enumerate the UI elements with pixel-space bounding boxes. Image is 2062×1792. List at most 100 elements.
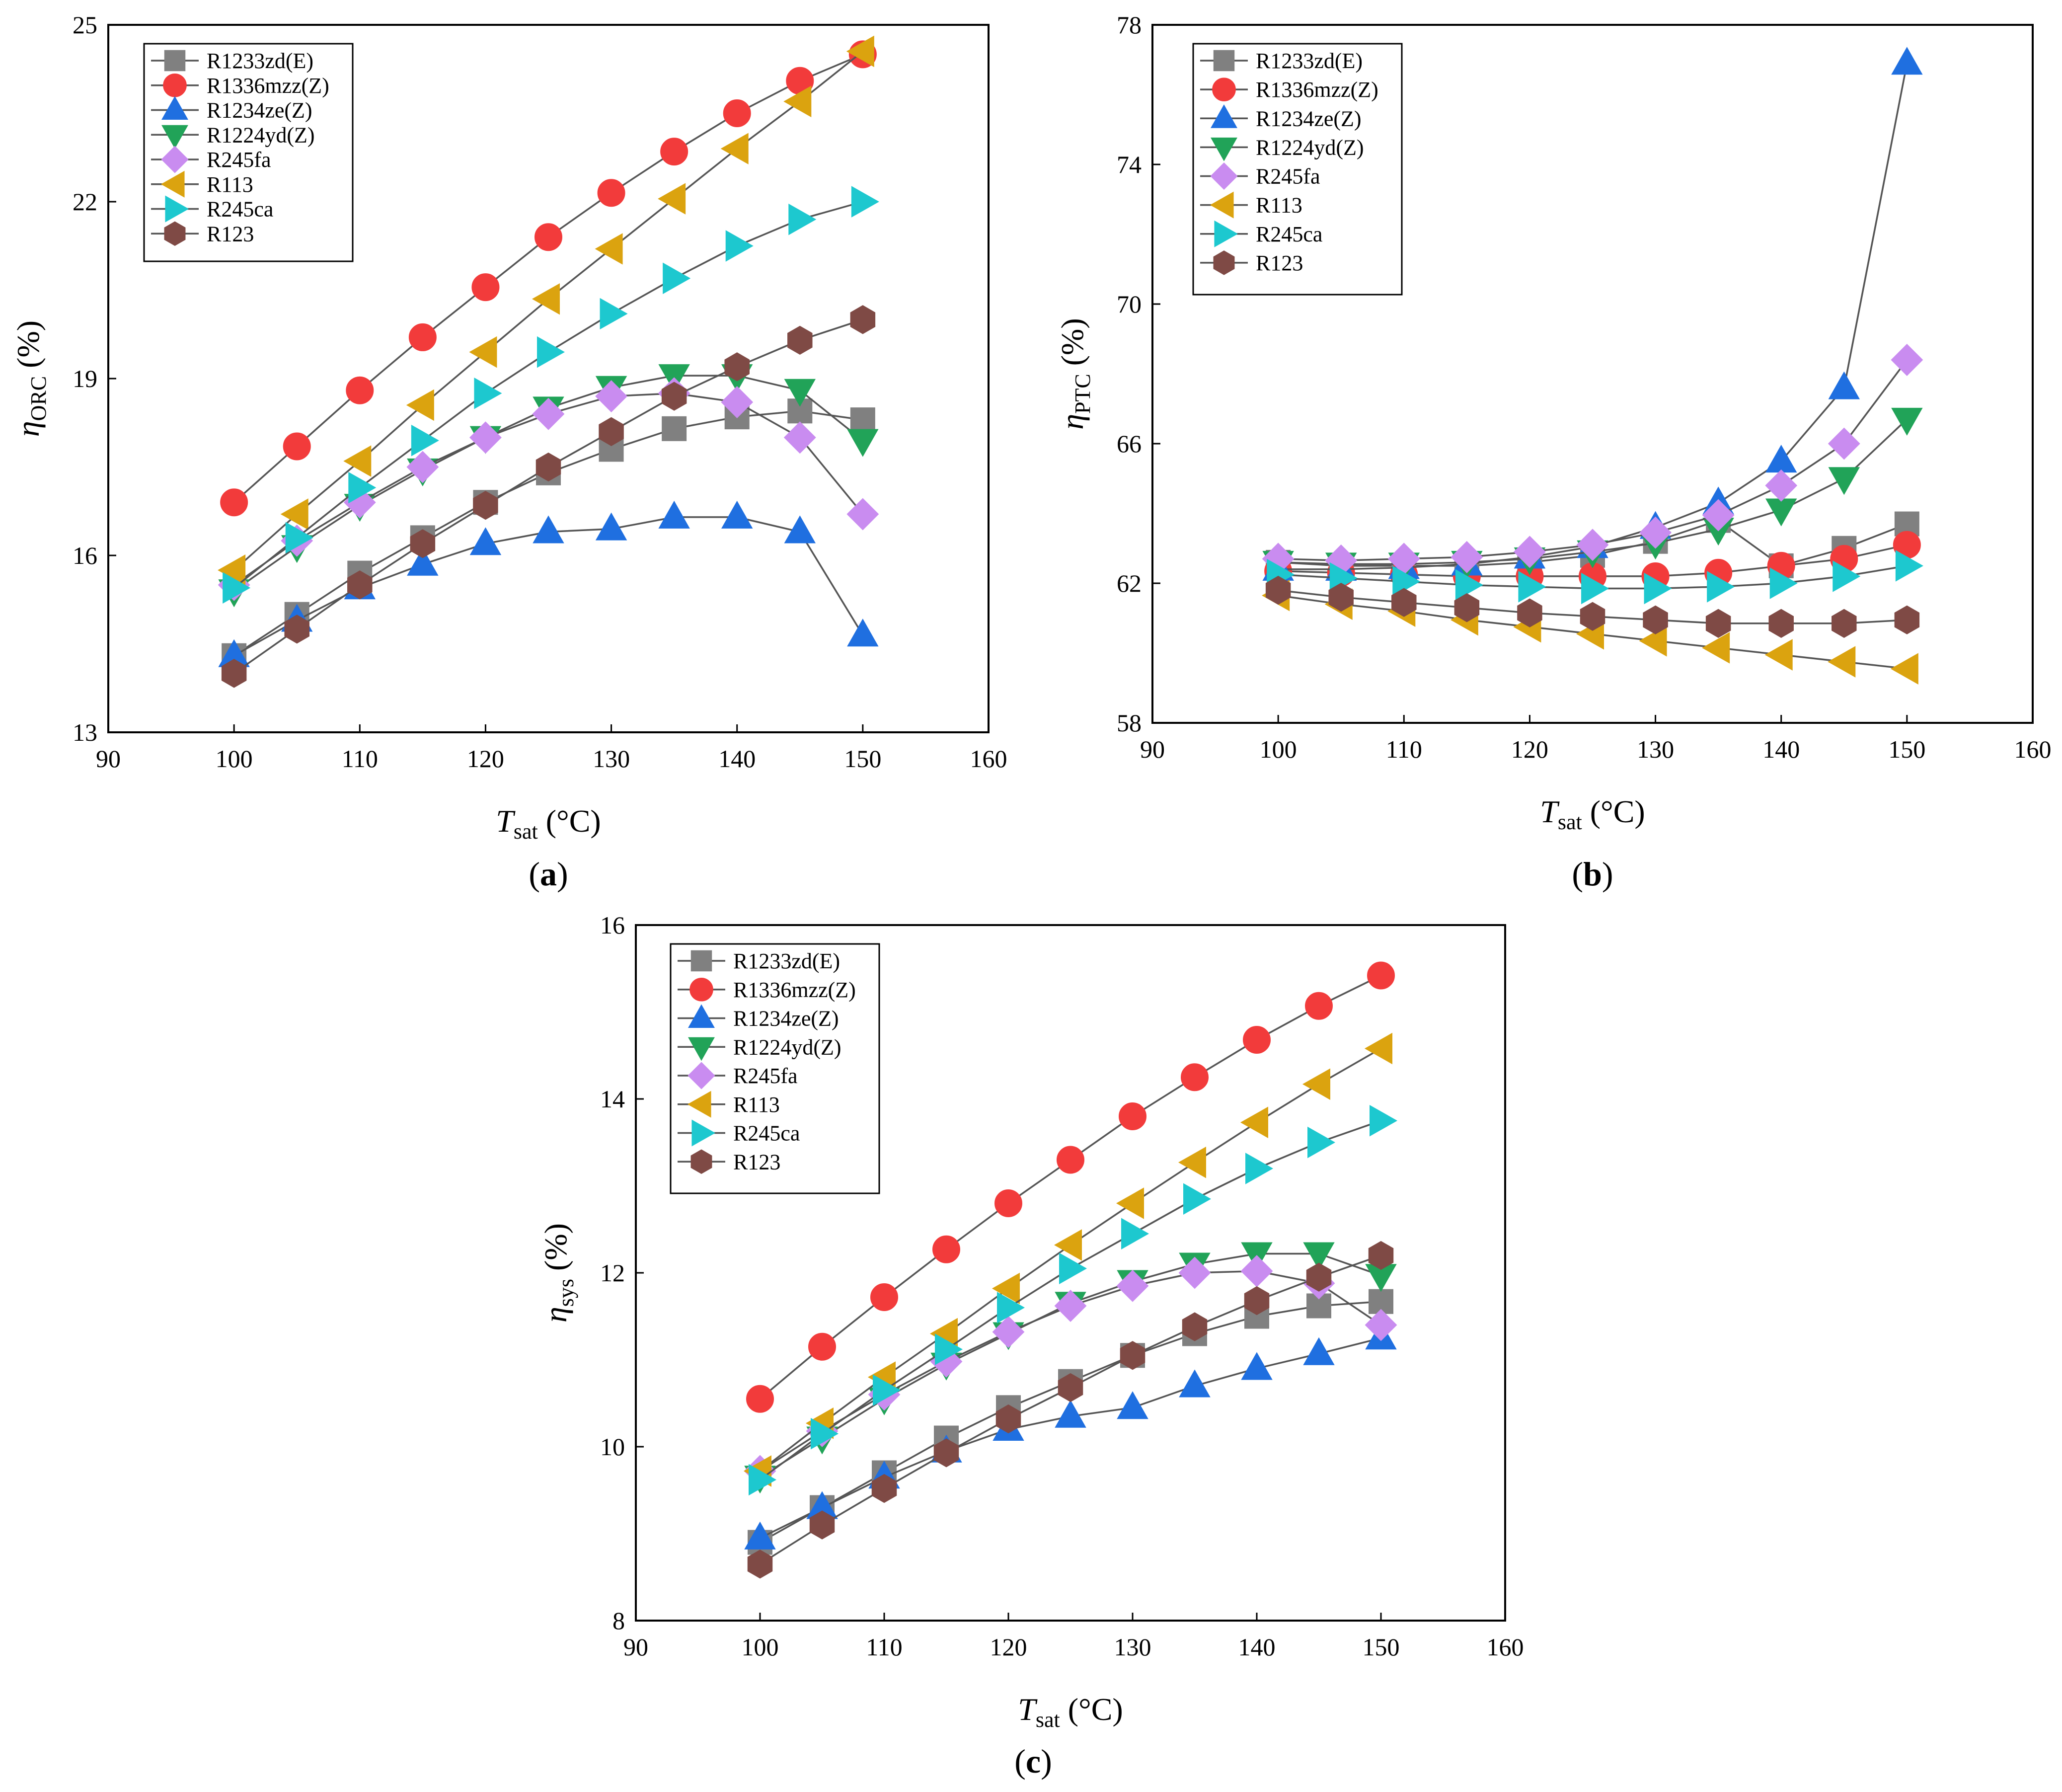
y-tick-label: 25 xyxy=(73,11,97,39)
data-point xyxy=(535,223,562,251)
data-point xyxy=(533,515,564,544)
data-point xyxy=(1364,1032,1392,1065)
x-tick-label: 90 xyxy=(1140,735,1165,763)
data-point xyxy=(783,85,812,117)
data-point xyxy=(1054,1290,1087,1322)
data-point xyxy=(1391,588,1417,617)
data-point xyxy=(997,1292,1025,1324)
data-point xyxy=(1303,1242,1335,1270)
data-point xyxy=(1243,1026,1271,1054)
data-point xyxy=(850,305,876,334)
legend-marker xyxy=(1213,250,1235,275)
data-point xyxy=(1307,1126,1336,1159)
data-point xyxy=(1054,1229,1082,1261)
data-point xyxy=(1833,560,1861,592)
data-point xyxy=(746,1385,774,1413)
legend-marker xyxy=(1213,50,1235,72)
data-point xyxy=(221,659,247,688)
x-tick-label: 120 xyxy=(1511,735,1548,763)
data-point xyxy=(473,490,498,520)
y-tick-label: 16 xyxy=(73,542,97,569)
data-point xyxy=(1116,1269,1149,1302)
data-point xyxy=(809,1510,835,1540)
data-point xyxy=(1514,536,1546,568)
data-point xyxy=(658,183,686,215)
x-tick-label: 160 xyxy=(970,745,1007,773)
data-point xyxy=(1121,1218,1149,1249)
data-point xyxy=(595,380,627,413)
x-tick-label: 160 xyxy=(1487,1633,1524,1661)
data-point xyxy=(662,416,687,441)
data-point xyxy=(721,386,754,418)
x-tick-label: 100 xyxy=(216,745,253,773)
data-point xyxy=(599,417,624,446)
y-tick-label: 70 xyxy=(1117,290,1142,318)
y-tick-label: 10 xyxy=(600,1433,625,1461)
legend-marker xyxy=(164,221,186,246)
data-point xyxy=(1828,427,1860,460)
data-point xyxy=(1183,1183,1212,1215)
data-point xyxy=(1707,571,1735,603)
data-point xyxy=(535,452,561,482)
legend-entry: R245ca xyxy=(1256,222,1322,246)
data-point xyxy=(725,230,754,262)
x-axis-title: Tsat (°C) xyxy=(496,803,601,844)
data-point xyxy=(348,471,377,504)
data-point xyxy=(1367,961,1395,990)
panel-label: (a) xyxy=(529,855,568,893)
series-R113 xyxy=(218,35,874,586)
legend-entry: R1234ze(Z) xyxy=(733,1007,839,1031)
legend-entry: R1224yd(Z) xyxy=(733,1035,841,1059)
data-point xyxy=(1120,1341,1146,1370)
legend-marker xyxy=(161,125,188,149)
legend-marker xyxy=(688,1037,715,1061)
legend-entry: R245ca xyxy=(207,197,273,222)
y-tick-label: 16 xyxy=(600,911,625,939)
legend-entry: R1224yd(Z) xyxy=(1256,135,1364,159)
legend-entry: R123 xyxy=(207,222,254,246)
data-point xyxy=(1517,598,1542,627)
y-tick-label: 12 xyxy=(600,1259,625,1287)
data-point xyxy=(1241,1352,1273,1380)
data-point xyxy=(932,1235,960,1263)
data-point xyxy=(285,522,313,554)
y-tick-label: 19 xyxy=(73,365,97,392)
data-point xyxy=(537,336,565,368)
data-point xyxy=(1764,639,1793,671)
data-point xyxy=(1179,1369,1211,1398)
data-point xyxy=(787,325,813,355)
legend-marker xyxy=(161,146,189,173)
data-point xyxy=(1644,572,1672,605)
legend-marker xyxy=(160,170,185,198)
data-point xyxy=(721,500,753,529)
y-axis-title: ηORC (%) xyxy=(10,320,51,437)
legend-marker xyxy=(163,73,187,97)
x-tick-label: 100 xyxy=(742,1633,779,1661)
data-point xyxy=(1891,343,1923,376)
legend-marker xyxy=(1210,162,1238,190)
data-point xyxy=(1119,1102,1146,1130)
data-point xyxy=(811,1418,839,1450)
data-point xyxy=(1576,529,1609,561)
data-point xyxy=(1891,47,1923,75)
data-point xyxy=(1581,572,1609,605)
legend-marker xyxy=(165,195,189,223)
data-point xyxy=(995,1404,1021,1434)
data-point xyxy=(597,179,625,207)
legend-entry: R1234ze(Z) xyxy=(1256,106,1362,131)
data-point xyxy=(1057,1146,1084,1174)
data-point xyxy=(660,138,688,166)
legend-entry: R1224yd(Z) xyxy=(207,123,315,147)
data-point xyxy=(1769,567,1798,599)
legend-entry: R113 xyxy=(207,172,253,197)
data-point xyxy=(994,1189,1022,1217)
data-point xyxy=(1265,575,1291,605)
data-point xyxy=(280,498,308,530)
series-R1234ze(Z) xyxy=(744,1322,1397,1550)
data-point xyxy=(1702,632,1730,664)
data-point xyxy=(1328,582,1354,612)
y-tick-label: 78 xyxy=(1117,11,1142,39)
y-tick-label: 8 xyxy=(612,1607,625,1635)
data-point xyxy=(846,35,874,68)
data-point xyxy=(870,1283,898,1311)
